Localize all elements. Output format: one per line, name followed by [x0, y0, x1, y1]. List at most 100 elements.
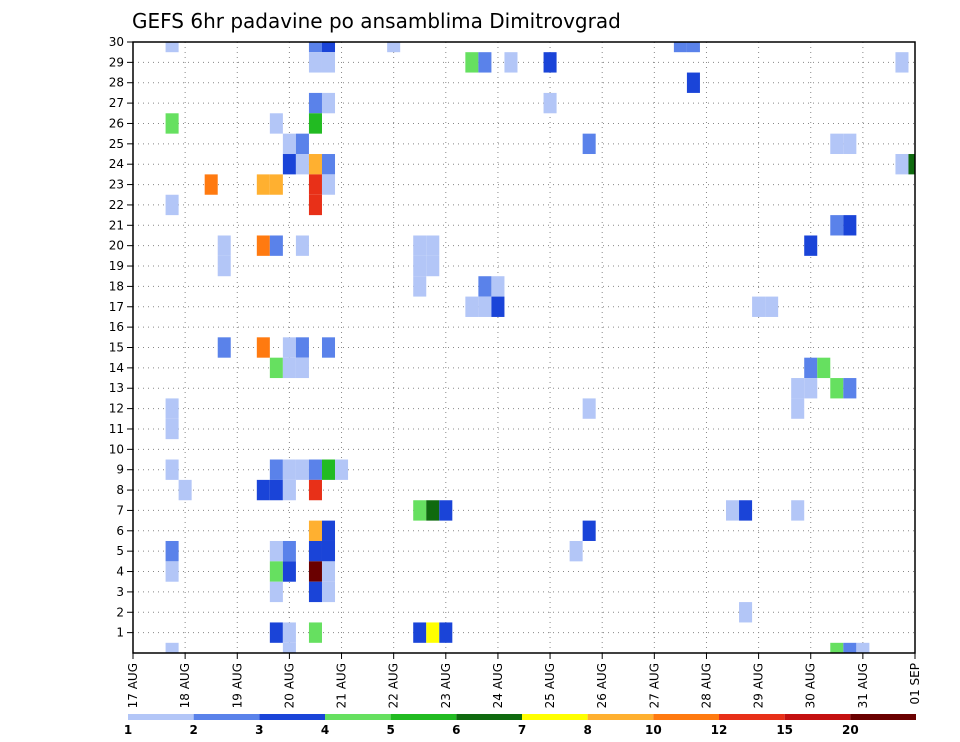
heatmap-cell [413, 255, 427, 277]
heatmap-cell [217, 235, 231, 256]
colorbar-label: 8 [583, 723, 591, 737]
heatmap-cell [308, 42, 322, 53]
y-tick-label: 17 [109, 300, 124, 314]
heatmap-cell [321, 581, 336, 603]
heatmap-cell [256, 479, 270, 501]
heatmap-cell [413, 276, 427, 297]
heatmap-cell [282, 459, 296, 480]
heatmap-cell [269, 235, 283, 256]
heatmap-cell [165, 540, 179, 562]
heatmap-cell [686, 42, 700, 53]
y-tick-label: 29 [109, 55, 124, 69]
heatmap-cell [295, 235, 309, 256]
heatmap-cell [543, 52, 557, 73]
x-tick-label: 25 AUG [543, 663, 557, 708]
colorbar-label: 4 [321, 723, 329, 737]
colorbar-label: 2 [189, 723, 197, 737]
heatmap-cell [282, 133, 296, 155]
colorbar-label: 1 [124, 723, 132, 737]
heatmap-cell [295, 357, 309, 379]
heatmap-cell [295, 459, 309, 480]
heatmap-cell [673, 42, 687, 53]
heatmap-cell [321, 520, 336, 541]
heatmap-cell [543, 92, 557, 114]
heatmap-cell [308, 479, 322, 501]
heatmap-cell [321, 52, 336, 73]
heatmap-cell [830, 378, 844, 399]
heatmap-cell [830, 642, 844, 653]
colorbar-swatch [719, 714, 785, 720]
heatmap-cell [165, 418, 179, 440]
plot-frame [132, 41, 916, 654]
y-tick-label: 7 [116, 503, 124, 517]
y-tick-label: 27 [109, 96, 124, 110]
y-tick-label: 23 [109, 178, 124, 192]
heatmap-cell [465, 296, 479, 317]
colorbar-swatch [850, 714, 916, 720]
y-tick-label: 13 [109, 381, 124, 395]
heatmap-cell [165, 561, 179, 582]
heatmap-cell [282, 540, 296, 562]
x-tick-label: 18 AUG [178, 663, 192, 708]
heatmap-cell [856, 642, 870, 653]
heatmap-cell [465, 52, 479, 73]
heatmap-cell [256, 337, 270, 358]
heatmap-cell [686, 72, 700, 93]
heatmap-cell [308, 154, 322, 175]
heatmap-cell [308, 540, 322, 562]
heatmap-cell [321, 174, 336, 195]
chart-title: GEFS 6hr padavine po ansamblima Dimitrov… [132, 9, 621, 33]
heatmap-cell [804, 235, 818, 256]
heatmap-cell [165, 398, 179, 419]
colorbar: 1 2 3 4 5 6 7 8 10 12 15 20 [124, 714, 916, 737]
colorbar-swatch [653, 714, 719, 720]
heatmap-cell [295, 133, 309, 155]
y-tick-label: 20 [109, 239, 124, 253]
y-tick-label: 22 [109, 198, 124, 212]
x-tick-label: 21 AUG [335, 663, 349, 708]
heatmap-cell [217, 255, 231, 277]
heatmap-cell [413, 235, 427, 256]
heatmap-cell [908, 154, 915, 175]
colorbar-label: 5 [386, 723, 394, 737]
y-tick-label: 19 [109, 259, 124, 273]
grid-lines [133, 42, 915, 653]
heatmap-cell [308, 581, 322, 603]
heatmap-cell [426, 255, 440, 277]
heatmap-cell [804, 357, 818, 379]
heatmap-cell [282, 154, 296, 175]
y-tick-label: 15 [109, 341, 124, 355]
colorbar-swatch [390, 714, 457, 720]
colorbar-label: 6 [452, 723, 460, 737]
heatmap-cell [269, 174, 283, 195]
heatmap-cell [308, 113, 322, 134]
heatmap-cell [269, 622, 283, 643]
heatmap-cell [282, 622, 296, 643]
heatmap-cell [582, 398, 596, 419]
heatmap-cell [478, 296, 492, 317]
colorbar-swatch [325, 714, 391, 720]
heatmap-cell [582, 520, 596, 541]
x-tick-label: 27 AUG [647, 663, 661, 708]
heatmap-cell [295, 337, 309, 358]
heatmap-cell [308, 52, 322, 73]
heatmap-cell [282, 479, 296, 501]
y-tick-label: 8 [116, 483, 124, 497]
y-tick-label: 2 [116, 605, 124, 619]
heatmap-cell [491, 296, 505, 317]
heatmap-cell [843, 215, 857, 236]
heatmap-cell [308, 92, 322, 114]
heatmap-cell [843, 133, 857, 155]
heatmap-cell [439, 622, 453, 643]
heatmap-cell [295, 154, 309, 175]
heatmap-cell [321, 92, 336, 114]
heatmap-cell [256, 235, 270, 256]
heatmap-cell [726, 500, 740, 521]
y-tick-label: 18 [109, 279, 124, 293]
heatmap-cell [178, 479, 192, 501]
heatmap-cell [843, 642, 857, 653]
colorbar-label: 10 [645, 723, 662, 737]
heatmap-cell [321, 561, 336, 582]
heatmap-cell [282, 561, 296, 582]
